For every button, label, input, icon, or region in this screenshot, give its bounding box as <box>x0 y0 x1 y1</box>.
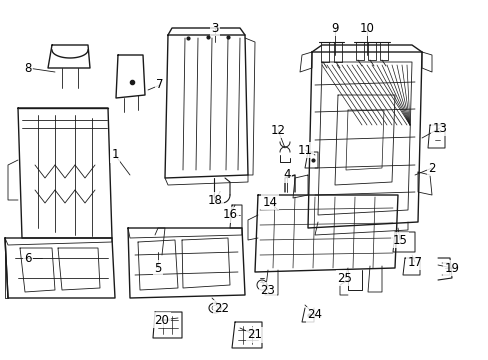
Text: 2: 2 <box>427 162 435 175</box>
Text: 23: 23 <box>260 284 275 297</box>
Text: 22: 22 <box>214 302 229 315</box>
Text: 20: 20 <box>154 314 169 327</box>
Text: 1: 1 <box>111 148 119 162</box>
Text: 17: 17 <box>407 256 422 269</box>
Text: 3: 3 <box>211 22 218 35</box>
Text: 4: 4 <box>283 168 290 181</box>
Text: 8: 8 <box>24 62 32 75</box>
Text: 9: 9 <box>330 22 338 35</box>
Text: 7: 7 <box>156 78 163 91</box>
Text: 11: 11 <box>297 144 312 157</box>
Text: 6: 6 <box>24 252 32 265</box>
Text: 25: 25 <box>337 271 352 284</box>
Text: 16: 16 <box>222 208 237 221</box>
Text: 18: 18 <box>207 194 222 207</box>
Text: 12: 12 <box>270 123 285 136</box>
Text: 5: 5 <box>154 261 162 274</box>
Text: 14: 14 <box>262 195 277 208</box>
Text: 10: 10 <box>359 22 374 35</box>
Text: 15: 15 <box>392 234 407 247</box>
Text: 21: 21 <box>247 328 262 342</box>
Text: 13: 13 <box>432 122 447 135</box>
Text: 19: 19 <box>444 261 459 274</box>
Text: 24: 24 <box>307 309 322 321</box>
